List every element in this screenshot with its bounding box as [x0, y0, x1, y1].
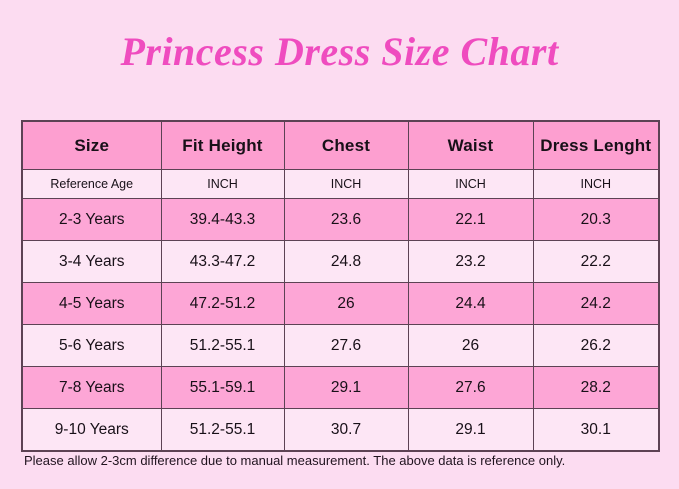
unit-cell-reference-age: Reference Age [21, 169, 162, 199]
page-title: Princess Dress Size Chart [120, 29, 559, 74]
table-row: 3-4 Years 43.3-47.2 24.8 23.2 22.2 [21, 240, 660, 283]
cell-fit-height: 47.2-51.2 [160, 282, 285, 325]
cell-dress-length: 26.2 [532, 324, 660, 367]
cell-chest: 30.7 [283, 408, 409, 452]
cell-dress-length: 30.1 [532, 408, 660, 452]
cell-waist: 27.6 [407, 366, 534, 409]
cell-size: 5-6 Years [21, 324, 162, 367]
table-header: Size Fit Height Chest Waist Dress Lenght… [21, 120, 660, 199]
cell-chest: 23.6 [283, 198, 409, 241]
table-header-row: Size Fit Height Chest Waist Dress Lenght [21, 120, 660, 170]
cell-waist: 29.1 [407, 408, 534, 452]
unit-cell-chest: INCH [283, 169, 409, 199]
cell-chest: 24.8 [283, 240, 409, 283]
cell-waist: 26 [407, 324, 534, 367]
table-units-row: Reference Age INCH INCH INCH INCH [21, 169, 660, 199]
cell-size: 7-8 Years [21, 366, 162, 409]
cell-fit-height: 43.3-47.2 [160, 240, 285, 283]
cell-waist: 23.2 [407, 240, 534, 283]
unit-cell-waist: INCH [407, 169, 534, 199]
cell-size: 9-10 Years [21, 408, 162, 452]
unit-cell-fit-height: INCH [160, 169, 285, 199]
cell-dress-length: 20.3 [532, 198, 660, 241]
column-header-waist: Waist [407, 120, 534, 170]
table-row: 2-3 Years 39.4-43.3 23.6 22.1 20.3 [21, 198, 660, 241]
column-header-chest: Chest [283, 120, 409, 170]
table-row: 5-6 Years 51.2-55.1 27.6 26 26.2 [21, 324, 660, 367]
cell-chest: 29.1 [283, 366, 409, 409]
table-row: 4-5 Years 47.2-51.2 26 24.4 24.2 [21, 282, 660, 325]
footnote-text: Please allow 2-3cm difference due to man… [24, 453, 566, 468]
cell-chest: 27.6 [283, 324, 409, 367]
size-chart-table: Size Fit Height Chest Waist Dress Lenght… [21, 120, 660, 452]
cell-waist: 22.1 [407, 198, 534, 241]
table-row: 7-8 Years 55.1-59.1 29.1 27.6 28.2 [21, 366, 660, 409]
cell-dress-length: 28.2 [532, 366, 660, 409]
cell-size: 2-3 Years [21, 198, 162, 241]
table-row: 9-10 Years 51.2-55.1 30.7 29.1 30.1 [21, 408, 660, 452]
unit-cell-dress-length: INCH [532, 169, 660, 199]
cell-waist: 24.4 [407, 282, 534, 325]
cell-size: 4-5 Years [21, 282, 162, 325]
column-header-dress-length: Dress Lenght [532, 120, 660, 170]
cell-chest: 26 [283, 282, 409, 325]
table-body: 2-3 Years 39.4-43.3 23.6 22.1 20.3 3-4 Y… [21, 198, 660, 452]
cell-fit-height: 39.4-43.3 [160, 198, 285, 241]
cell-dress-length: 24.2 [532, 282, 660, 325]
column-header-fit-height: Fit Height [160, 120, 285, 170]
column-header-size: Size [21, 120, 162, 170]
cell-fit-height: 51.2-55.1 [160, 408, 285, 452]
size-chart-table-wrapper: Size Fit Height Chest Waist Dress Lenght… [21, 120, 660, 452]
cell-fit-height: 55.1-59.1 [160, 366, 285, 409]
cell-dress-length: 22.2 [532, 240, 660, 283]
cell-fit-height: 51.2-55.1 [160, 324, 285, 367]
cell-size: 3-4 Years [21, 240, 162, 283]
